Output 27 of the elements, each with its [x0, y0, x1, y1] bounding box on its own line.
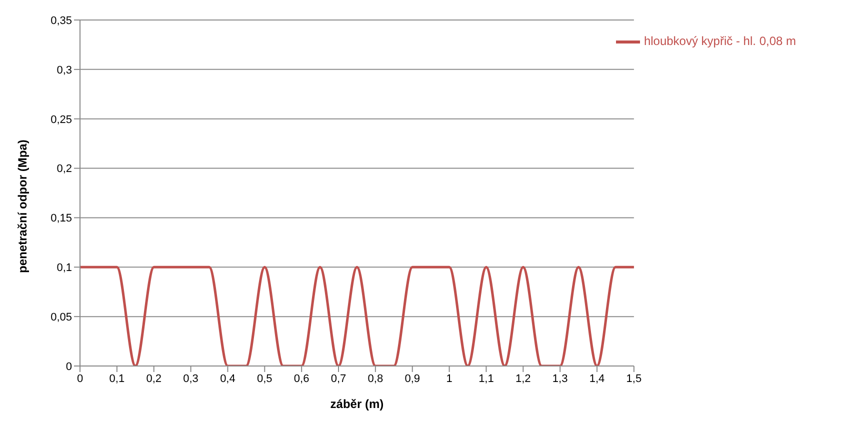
- y-tick-label: 0: [66, 360, 72, 373]
- x-tick-label: 0,6: [294, 372, 310, 385]
- x-tick-label: 0,1: [109, 372, 125, 385]
- x-tick-label: 1,3: [552, 372, 568, 385]
- y-tick-label: 0,35: [50, 14, 72, 27]
- x-axis-title: záběr (m): [330, 397, 384, 411]
- x-tick-label: 1,1: [478, 372, 494, 385]
- x-tick-label: 0: [76, 372, 84, 385]
- y-tick-label: 0,2: [56, 163, 72, 176]
- x-tick-label: 0,3: [183, 372, 198, 385]
- y-tick-label: 0,1: [56, 262, 72, 274]
- x-tick-label: 0,8: [368, 372, 384, 385]
- y-tick-label: 0,15: [50, 212, 72, 225]
- x-tick-label: 1,5: [626, 372, 642, 385]
- x-tick-label: 1,4: [589, 372, 605, 385]
- x-tick-label: 0,2: [146, 372, 162, 385]
- y-tick-label: 0,05: [50, 311, 72, 324]
- x-tick-label: 0,5: [256, 372, 272, 385]
- y-tick-label: 0,25: [50, 114, 72, 126]
- x-tick-label: 0,9: [404, 372, 420, 385]
- x-tick-label: 1: [446, 372, 452, 385]
- x-tick-label: 0,4: [220, 372, 236, 385]
- x-tick-label: 1,2: [516, 372, 531, 385]
- legend-label: hloubkový kypřič - hl. 0,08 m: [644, 34, 796, 48]
- y-axis-title: penetrační odpor (Mpa): [15, 140, 30, 273]
- x-tick-label: 0,7: [330, 372, 346, 385]
- y-tick-label: 0,3: [56, 64, 72, 76]
